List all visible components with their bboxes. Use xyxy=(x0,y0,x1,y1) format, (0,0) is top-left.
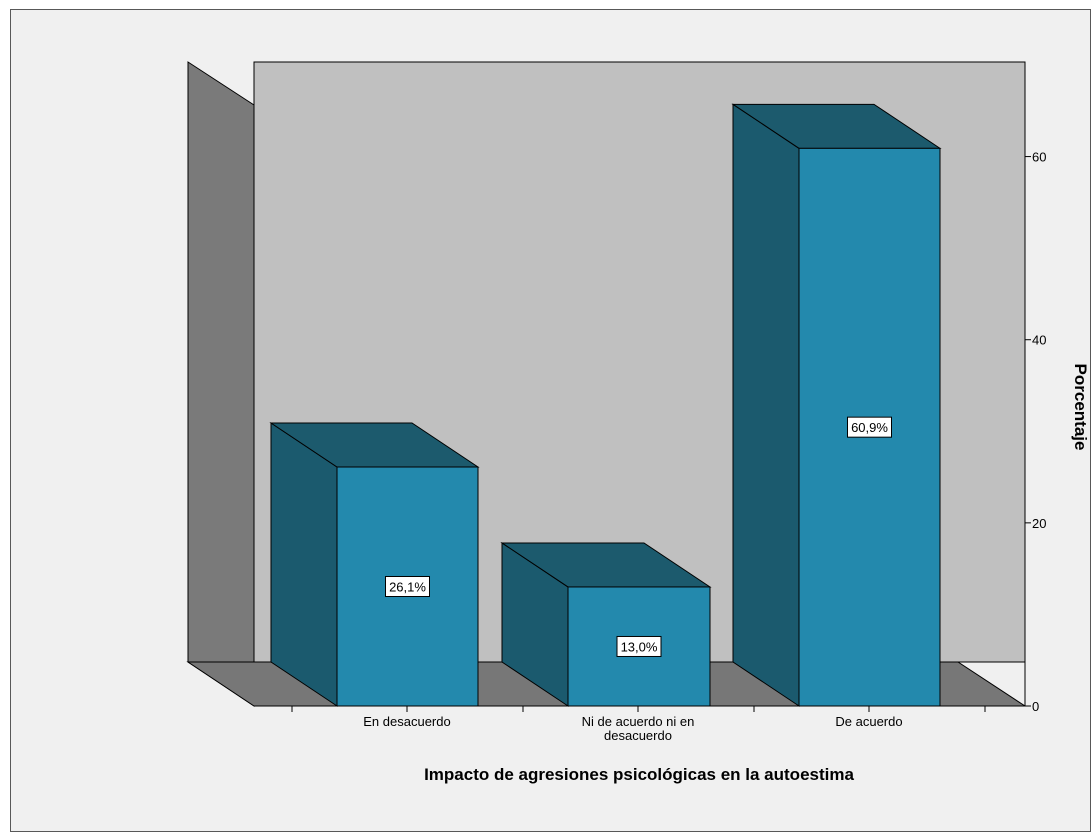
x-category-label: De acuerdo xyxy=(835,714,902,729)
value-label: 60,9% xyxy=(851,420,888,435)
value-label: 26,1% xyxy=(389,579,426,594)
y-tick-label: 0 xyxy=(1032,699,1039,714)
bar-chart: 26,1% 13,0% 60,9% 0 20 40 60 En desacuerdo Ni … xyxy=(186,61,1090,784)
value-label-box xyxy=(847,416,892,438)
bar-3: 60,9% xyxy=(731,103,942,707)
x-axis-title: Impacto de agresiones psicológicas en la… xyxy=(424,765,854,784)
bar-side-face xyxy=(732,103,800,707)
bar-2: 13,0% xyxy=(500,542,712,707)
y-tick-label: 40 xyxy=(1032,333,1046,348)
bar-side-face xyxy=(270,422,338,707)
y-tick-label: 20 xyxy=(1032,516,1046,531)
x-category-label: En desacuerdo xyxy=(363,714,450,729)
bars-group: 26,1% 13,0% 60,9% xyxy=(269,103,942,707)
value-label-box xyxy=(385,575,430,597)
y-tick-label: 60 xyxy=(1032,150,1046,165)
chart-frame: 26,1% 13,0% 60,9% 0 20 40 60 En desacuerdo Ni … xyxy=(10,9,1091,832)
x-category-label: Ni de acuerdo ni en desacuerdo xyxy=(582,714,695,743)
value-label-box xyxy=(616,635,662,657)
y-axis: 0 20 40 60 xyxy=(1024,105,1046,714)
x-axis: En desacuerdo Ni de acuerdo ni en desacuer… xyxy=(291,706,986,743)
side-wall xyxy=(187,61,255,707)
bar-1: 26,1% xyxy=(269,422,480,707)
y-axis-title: Porcentaje xyxy=(1071,364,1090,451)
value-label: 13,0% xyxy=(621,639,658,654)
